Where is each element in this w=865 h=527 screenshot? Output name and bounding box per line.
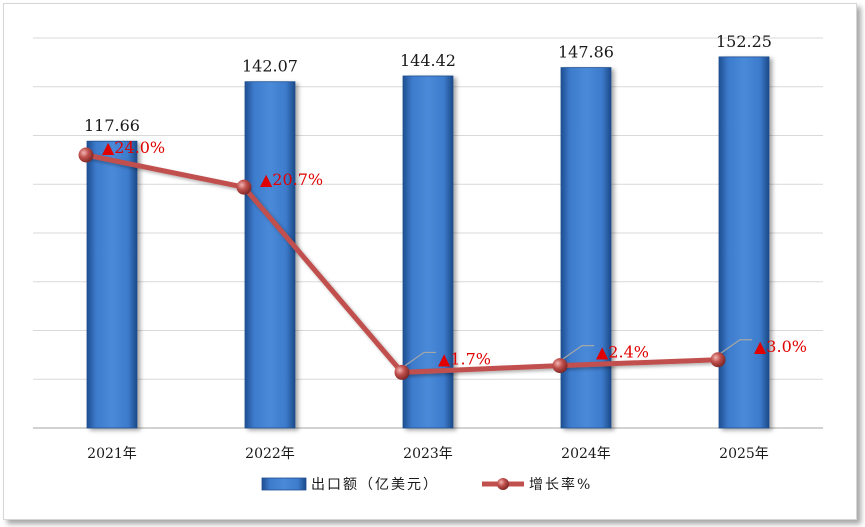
legend-line-label: 增长率% [529, 476, 592, 493]
x-tick-label: 2024年 [561, 446, 611, 462]
x-tick-label: 2023年 [403, 446, 453, 462]
x-tick-label: 2025年 [719, 446, 769, 462]
bar-value-label: 152.25 [716, 32, 772, 51]
leader-line [719, 339, 752, 355]
legend-line-marker [497, 478, 509, 490]
legend: 出口额（亿美元） 增长率% [261, 476, 592, 493]
legend-bar-swatch [261, 477, 307, 491]
bar-value-label: 142.07 [242, 57, 298, 76]
rate-value-label: ▲3.0% [754, 337, 807, 356]
rate-value-label: ▲24.0% [102, 138, 165, 157]
bar-3 [560, 67, 612, 429]
legend-item-bar: 出口额（亿美元） [261, 477, 439, 493]
legend-bar-label: 出口额（亿美元） [311, 477, 439, 493]
rate-value-label: ▲2.4% [596, 343, 649, 362]
leader-line [561, 345, 594, 361]
bar-4 [718, 56, 770, 429]
x-tick-label: 2021年 [87, 446, 137, 462]
leader-lines [403, 339, 752, 367]
bar-value-label: 144.42 [400, 51, 456, 70]
rate-value-label: ▲20.7% [260, 170, 323, 189]
line-marker-4 [710, 352, 726, 368]
data-labels: 117.66 142.07 144.42 147.86 152.25 ▲24.0% ▲20.… [84, 32, 807, 369]
line-marker-0 [78, 147, 94, 163]
bar-value-label: 117.66 [84, 116, 140, 135]
bar-value-label: 147.86 [558, 43, 614, 62]
line-marker-3 [552, 358, 568, 374]
line-series [78, 147, 726, 380]
bar-series [86, 56, 770, 429]
bar-1 [244, 81, 296, 429]
x-tick-label: 2022年 [245, 446, 295, 462]
leader-line [403, 351, 436, 367]
legend-item-line: 增长率% [482, 476, 592, 493]
rate-value-label: ▲1.7% [438, 349, 491, 368]
x-axis: 2021年 2022年 2023年 2024年 2025年 [87, 446, 769, 462]
line-marker-2 [394, 364, 410, 380]
growth-rate-line [85, 152, 719, 375]
bar-2 [402, 75, 454, 429]
line-marker-1 [236, 179, 252, 195]
bar-0 [86, 140, 138, 429]
